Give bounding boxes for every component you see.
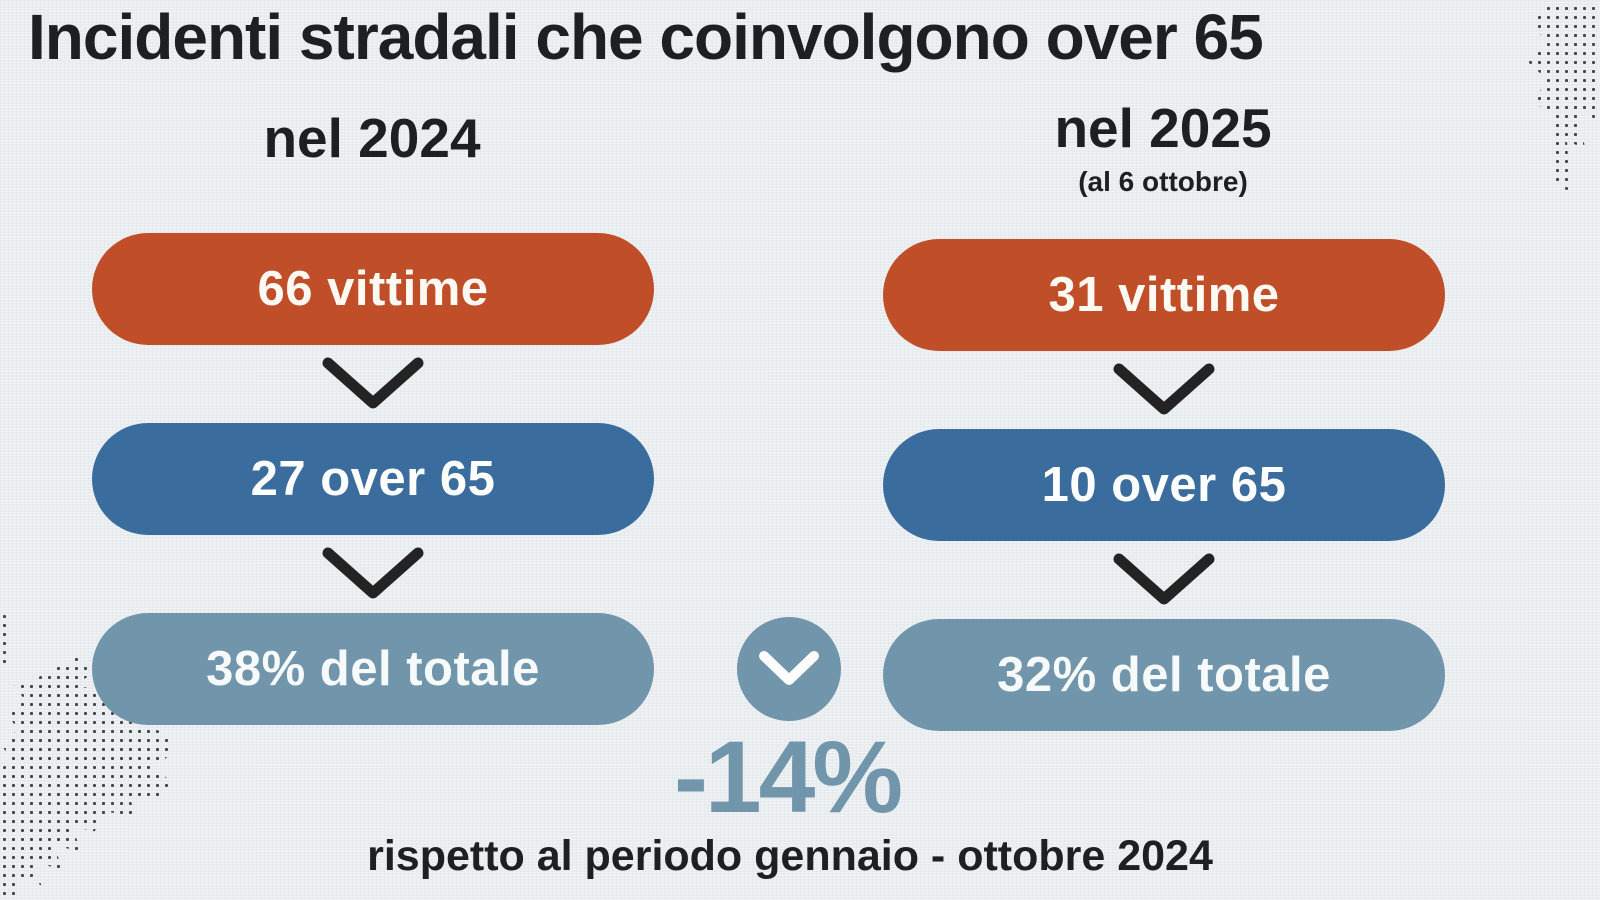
chevron-down-icon xyxy=(883,351,1445,429)
chevron-down-icon xyxy=(92,345,654,423)
column-subheader-2025: (al 6 ottobre) xyxy=(1078,166,1248,197)
column-header-2024: nel 2024 xyxy=(263,107,481,169)
chevron-down-icon xyxy=(92,535,654,613)
stat-pill-label: 10 over 65 xyxy=(1041,458,1287,512)
chevron-down-circle-icon xyxy=(737,617,841,721)
stat-pill-label: 38% del totale xyxy=(206,642,540,696)
stat-pill-victims-2024: 66 vittime xyxy=(92,233,654,345)
column-2024: 66 vittime 27 over 65 38% del totale xyxy=(92,233,654,725)
stat-pill-victims-2025: 31 vittime xyxy=(883,239,1445,351)
stat-pill-label: 66 vittime xyxy=(257,262,489,316)
halftone-dots-icon xyxy=(0,612,7,664)
column-2025: 31 vittime 10 over 65 32% del totale xyxy=(883,239,1445,731)
chevron-down-icon xyxy=(883,541,1445,619)
stat-pill-label: 32% del totale xyxy=(997,648,1331,702)
stat-pill-label: 27 over 65 xyxy=(250,452,496,506)
comparison-caption: rispetto al periodo gennaio - ottobre 20… xyxy=(367,832,1213,880)
stat-pill-percent-2024: 38% del totale xyxy=(92,613,654,725)
delta-percentage: -14% xyxy=(673,720,903,834)
column-header-2025: nel 2025 xyxy=(1054,97,1272,159)
stat-pill-over65-2025: 10 over 65 xyxy=(883,429,1445,541)
stat-pill-label: 31 vittime xyxy=(1048,268,1280,322)
stat-pill-percent-2025: 32% del totale xyxy=(883,619,1445,731)
stat-pill-over65-2024: 27 over 65 xyxy=(92,423,654,535)
page-title: Incidenti stradali che coinvolgono over … xyxy=(28,1,1264,73)
